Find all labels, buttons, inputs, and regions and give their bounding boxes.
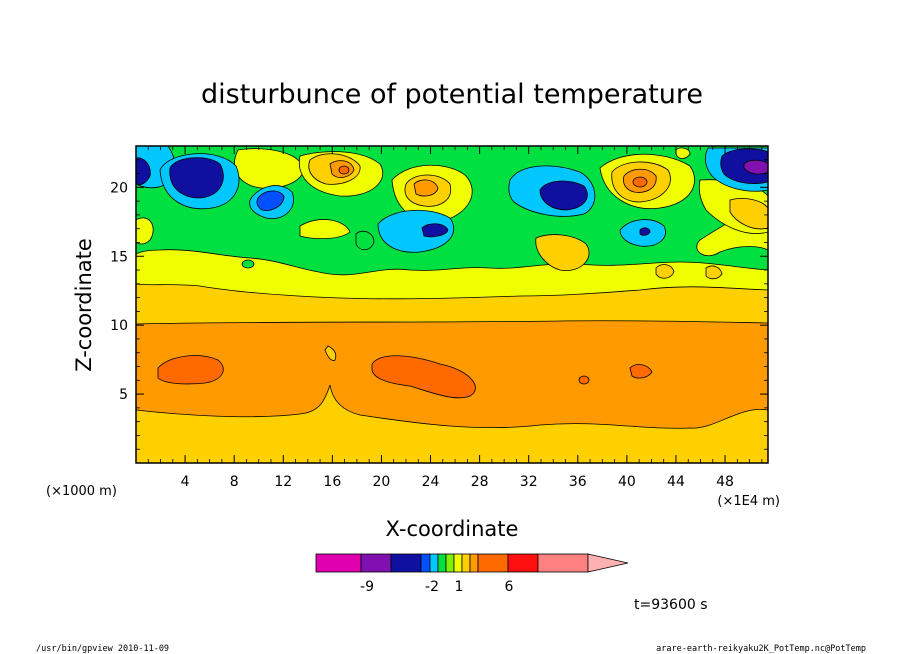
colorbar-swatch: [461, 553, 471, 573]
y-tick-label: 20: [110, 180, 128, 196]
colorbar-swatch: [477, 553, 509, 573]
y-unit-label: (×1000 m): [46, 484, 117, 499]
colorbar-tick-label: 6: [505, 579, 514, 595]
patch-blue-6: [639, 227, 651, 236]
colorbar-swatch: [315, 553, 362, 573]
y-tick-label: 15: [110, 249, 128, 265]
patch-warm-5: [413, 179, 439, 197]
patch-orange-dark-1: [157, 355, 224, 385]
patch-blue-1: [169, 157, 224, 199]
colorbar: [315, 553, 629, 573]
x-tick-label: 32: [520, 474, 538, 490]
patch-blue-2: [136, 157, 151, 186]
colorbar-swatch: [507, 553, 539, 573]
patch-yellow-4: [675, 147, 691, 159]
patch-green-2: [355, 230, 375, 251]
patch-warm-9: [729, 198, 768, 230]
x-tick-label: 44: [667, 474, 685, 490]
patch-blue-7: [256, 190, 285, 211]
x-tick-label: 16: [323, 474, 341, 490]
x-ticks: 4 8 12 16 20 24 28 32 36 40 44 48: [147, 146, 763, 490]
patch-green-1: [241, 259, 255, 269]
patch-orange-dark-3: [578, 375, 590, 385]
x-tick-label: 4: [181, 474, 190, 490]
x-unit-label: (×1E4 m): [717, 494, 780, 509]
y-tick-label: 10: [110, 318, 128, 334]
patch-yellow-in-green-1: [136, 217, 154, 245]
colorbar-tick-label: -9: [360, 579, 374, 595]
colorbar-labels: -9 -2 1 6: [360, 579, 514, 595]
x-tick-label: 12: [274, 474, 292, 490]
colorbar-swatch: [420, 553, 431, 573]
colorbar-swatch: [469, 553, 479, 573]
patch-warm-3: [338, 165, 350, 175]
colorbar-tick-label: -2: [425, 579, 439, 595]
colorbar-swatch: [437, 553, 447, 573]
colorbar-swatch: [390, 553, 422, 573]
x-tick-label: 28: [471, 474, 489, 490]
colorbar-swatch: [429, 553, 439, 573]
plot-frame: [135, 145, 769, 464]
y-ticks: 5 10 15 20: [110, 159, 768, 450]
footer-right: arare-earth-reikyaku2K_PotTemp.nc@PotTem…: [656, 644, 866, 654]
patch-yellow-in-green-2: [299, 219, 351, 240]
notch: [324, 345, 337, 361]
x-tick-label: 36: [569, 474, 587, 490]
patch-cyan-4: [377, 209, 455, 253]
chart-title: disturbunce of potential temperature: [201, 79, 703, 110]
patch-orange-dark-4: [629, 364, 653, 379]
x-tick-label: 24: [422, 474, 440, 490]
colorbar-swatch: [537, 553, 589, 573]
footer-left: /usr/bin/gpview 2010-11-09: [36, 644, 169, 654]
x-tick-label: 40: [618, 474, 636, 490]
patch-purple-1: [743, 159, 768, 175]
patch-yellow-3: [705, 265, 723, 280]
patch-blue-5: [421, 223, 449, 238]
x-tick-label: 8: [230, 474, 239, 490]
colorbar-swatch: [445, 553, 455, 573]
patch-yellow-right-lower: [535, 234, 590, 272]
colorbar-swatch: [360, 553, 392, 573]
x-tick-label: 48: [716, 474, 734, 490]
patch-orange-dark-2: [371, 355, 476, 399]
colorbar-arrow: [587, 553, 629, 573]
colorbar-tick-label: 1: [455, 579, 464, 595]
time-label: t=93600 s: [634, 597, 708, 613]
contour-field: [136, 146, 768, 463]
patch-warm-8: [632, 176, 648, 188]
x-axis-label: X-coordinate: [386, 517, 519, 541]
x-tick-label: 20: [373, 474, 391, 490]
patch-blue-3: [539, 180, 588, 211]
y-axis-label: Z-coordinate: [72, 238, 96, 372]
colorbar-swatch: [453, 553, 463, 573]
patch-yellow-2: [655, 264, 675, 279]
y-tick-label: 5: [119, 387, 128, 403]
